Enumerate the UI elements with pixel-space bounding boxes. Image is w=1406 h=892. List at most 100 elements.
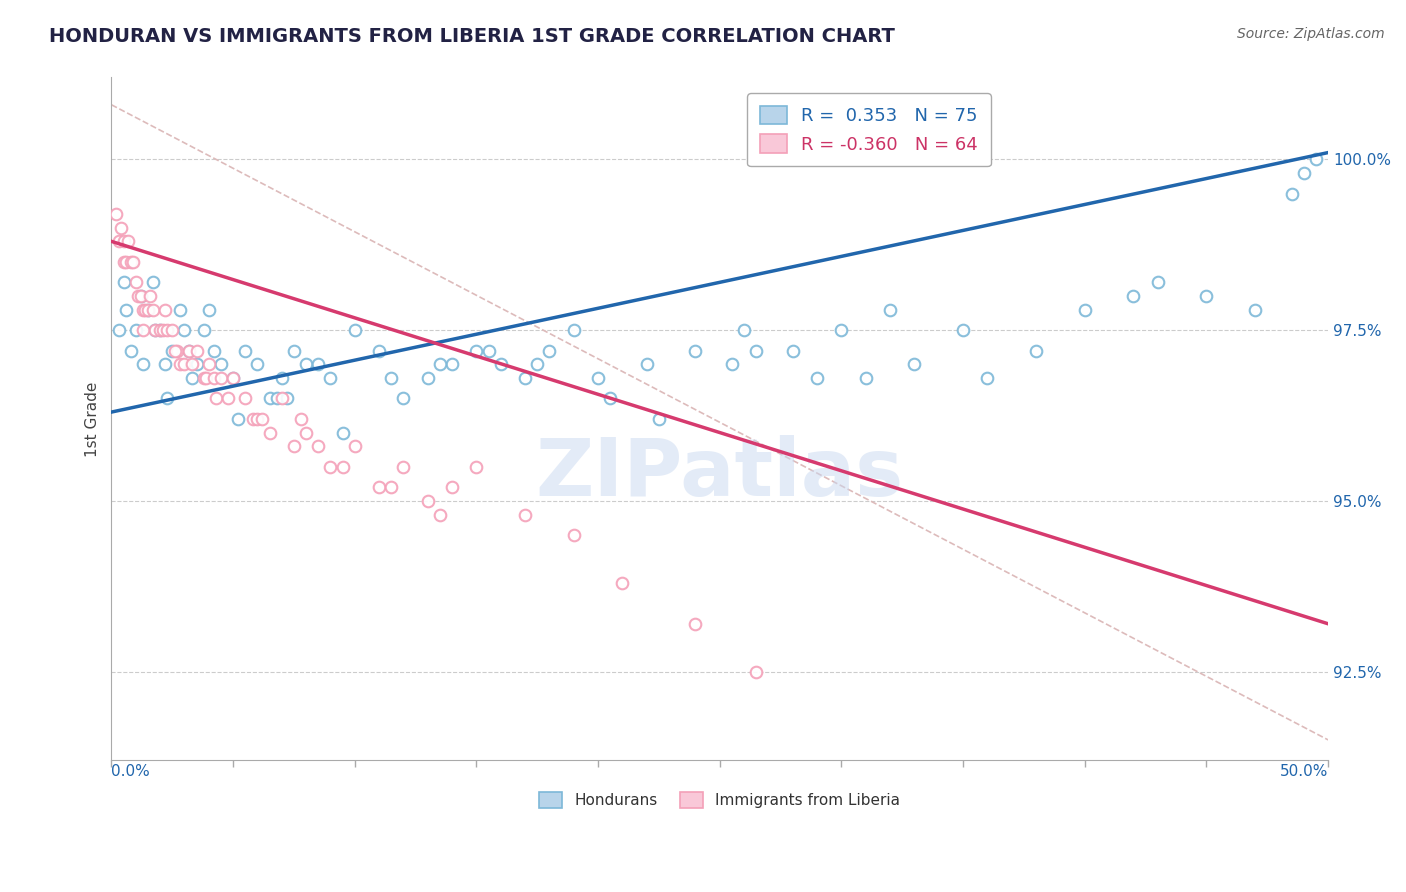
- Point: [806, 371, 828, 385]
- Point: [169, 302, 191, 317]
- Text: HONDURAN VS IMMIGRANTS FROM LIBERIA 1ST GRADE CORRELATION CHART: HONDURAN VS IMMIGRANTS FROM LIBERIA 1ST …: [49, 27, 896, 45]
- Point: [259, 425, 281, 440]
- Text: Source: ZipAtlas.com: Source: ZipAtlas.com: [1237, 27, 1385, 41]
- Point: [153, 357, 176, 371]
- Point: [125, 276, 148, 290]
- Point: [226, 412, 249, 426]
- Point: [465, 459, 488, 474]
- Point: [132, 302, 155, 317]
- Point: [173, 323, 195, 337]
- Point: [599, 392, 621, 406]
- Point: [416, 494, 439, 508]
- Point: [112, 276, 135, 290]
- Point: [392, 459, 415, 474]
- Point: [156, 392, 179, 406]
- Point: [429, 357, 451, 371]
- Point: [186, 357, 208, 371]
- Point: [136, 302, 159, 317]
- Point: [132, 357, 155, 371]
- Point: [112, 255, 135, 269]
- Point: [132, 323, 155, 337]
- Point: [513, 508, 536, 522]
- Point: [416, 371, 439, 385]
- Point: [142, 276, 165, 290]
- Point: [648, 412, 671, 426]
- Point: [162, 323, 184, 337]
- Point: [270, 371, 292, 385]
- Legend: Hondurans, Immigrants from Liberia: Hondurans, Immigrants from Liberia: [533, 786, 907, 814]
- Point: [209, 371, 232, 385]
- Point: [295, 357, 318, 371]
- Point: [246, 357, 269, 371]
- Point: [110, 220, 132, 235]
- Point: [441, 480, 464, 494]
- Point: [180, 371, 202, 385]
- Point: [586, 371, 609, 385]
- Point: [290, 412, 312, 426]
- Point: [1281, 186, 1303, 201]
- Point: [266, 392, 288, 406]
- Point: [513, 371, 536, 385]
- Point: [782, 343, 804, 358]
- Point: [179, 343, 201, 358]
- Point: [745, 665, 768, 679]
- Point: [685, 616, 707, 631]
- Point: [156, 323, 179, 337]
- Point: [612, 575, 634, 590]
- Point: [222, 371, 245, 385]
- Point: [392, 392, 415, 406]
- Point: [173, 357, 195, 371]
- Point: [879, 302, 901, 317]
- Point: [127, 289, 149, 303]
- Point: [163, 343, 186, 358]
- Point: [368, 343, 391, 358]
- Point: [136, 302, 159, 317]
- Y-axis label: 1st Grade: 1st Grade: [86, 381, 100, 457]
- Point: [149, 323, 172, 337]
- Point: [1305, 153, 1327, 167]
- Point: [380, 371, 402, 385]
- Point: [538, 343, 561, 358]
- Point: [830, 323, 852, 337]
- Text: 0.0%: 0.0%: [111, 764, 150, 779]
- Point: [143, 323, 166, 337]
- Point: [197, 357, 219, 371]
- Point: [139, 289, 162, 303]
- Point: [217, 392, 239, 406]
- Point: [120, 343, 142, 358]
- Point: [202, 371, 225, 385]
- Point: [429, 508, 451, 522]
- Point: [112, 235, 135, 249]
- Point: [193, 323, 215, 337]
- Point: [115, 302, 138, 317]
- Point: [129, 289, 152, 303]
- Point: [368, 480, 391, 494]
- Point: [179, 343, 201, 358]
- Point: [380, 480, 402, 494]
- Point: [685, 343, 707, 358]
- Point: [195, 371, 218, 385]
- Point: [259, 392, 281, 406]
- Point: [197, 302, 219, 317]
- Point: [233, 343, 256, 358]
- Point: [1244, 302, 1267, 317]
- Point: [129, 289, 152, 303]
- Point: [745, 343, 768, 358]
- Point: [283, 343, 305, 358]
- Point: [489, 357, 512, 371]
- Point: [115, 255, 138, 269]
- Point: [1146, 276, 1168, 290]
- Point: [252, 412, 274, 426]
- Point: [332, 459, 354, 474]
- Point: [1074, 302, 1097, 317]
- Point: [149, 323, 172, 337]
- Point: [169, 357, 191, 371]
- Point: [976, 371, 998, 385]
- Point: [903, 357, 925, 371]
- Point: [319, 459, 342, 474]
- Point: [343, 439, 366, 453]
- Point: [143, 323, 166, 337]
- Point: [246, 412, 269, 426]
- Point: [105, 207, 128, 221]
- Point: [209, 357, 232, 371]
